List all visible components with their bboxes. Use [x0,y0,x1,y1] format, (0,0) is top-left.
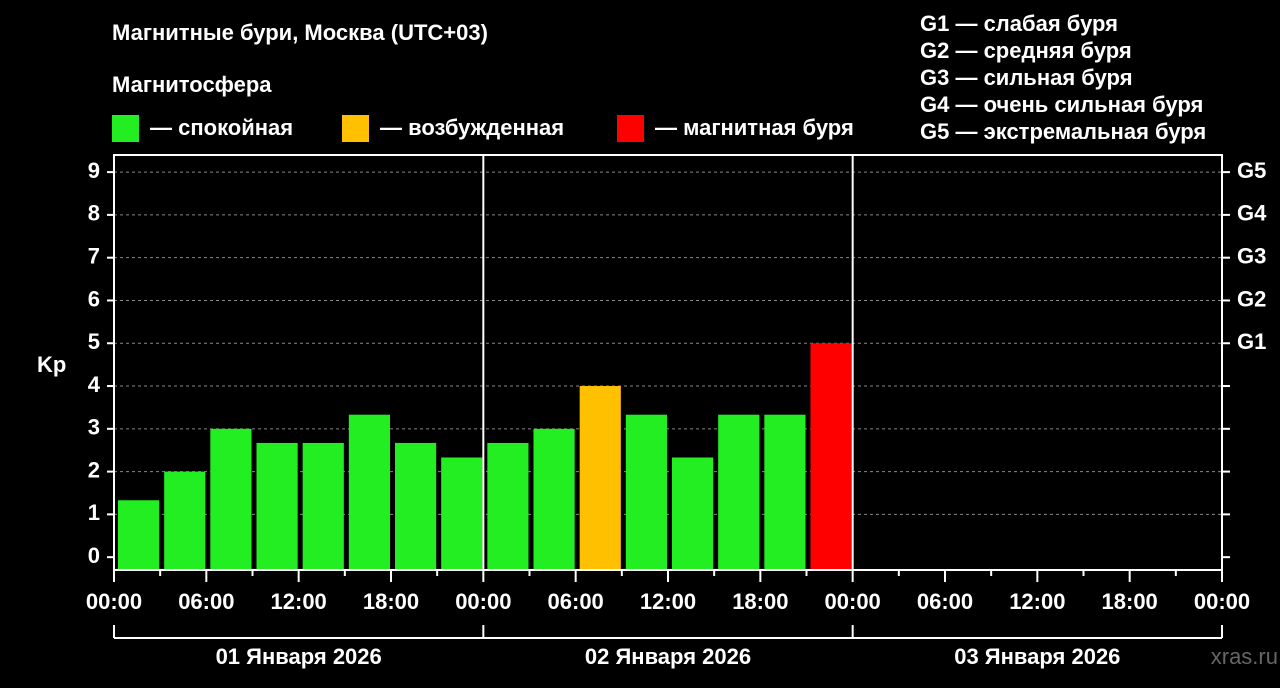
x-tick-label: 12:00 [1009,589,1065,614]
legend-label: — спокойная [150,115,293,140]
legend-label: — возбужденная [380,115,564,140]
x-tick-label: 06:00 [917,589,973,614]
x-tick-label: 12:00 [271,589,327,614]
x-tick-label: 06:00 [548,589,604,614]
bar [764,414,806,570]
y-tick-label: 4 [88,372,101,397]
y2-tick-label: G4 [1237,201,1267,226]
bar [533,428,575,570]
x-tick-label: 00:00 [825,589,881,614]
y2-tick-label: G3 [1237,243,1266,268]
day-label: 01 Января 2026 [216,644,382,669]
bar [625,414,667,570]
y-tick-label: 8 [88,201,100,226]
y-tick-label: 6 [88,286,100,311]
watermark: xras.ru [1211,644,1278,669]
bar [395,442,437,570]
bar [718,414,760,570]
bar [118,500,160,570]
chart-title: Магнитные бури, Москва (UTC+03) [112,20,488,45]
y-tick-label: 7 [88,243,100,268]
bar [302,442,344,570]
bar [579,386,621,570]
legend-label: — магнитная буря [655,115,854,140]
x-tick-label: 06:00 [178,589,234,614]
bar [441,457,483,570]
g-scale-note: G3 — сильная буря [920,65,1133,90]
x-tick-label: 00:00 [1194,589,1250,614]
y-tick-label: 3 [88,415,100,440]
y2-tick-label: G5 [1237,158,1266,183]
subtitle: Магнитосфера [112,72,272,97]
bar [348,414,390,570]
g-scale-note: G2 — средняя буря [920,38,1132,63]
y2-tick-label: G1 [1237,329,1266,354]
g-scale-note: G4 — очень сильная буря [920,92,1203,117]
g-scale-note: G5 — экстремальная буря [920,119,1206,144]
g-scale-note: G1 — слабая буря [920,11,1118,36]
x-tick-label: 00:00 [455,589,511,614]
x-tick-label: 00:00 [86,589,142,614]
y-tick-label: 0 [88,543,100,568]
x-tick-label: 12:00 [640,589,696,614]
bar [672,457,714,570]
y2-tick-label: G2 [1237,286,1266,311]
bar [164,471,206,570]
bar [810,343,852,570]
bar [256,442,298,570]
bar [487,442,529,570]
x-tick-label: 18:00 [363,589,419,614]
y-tick-label: 5 [88,329,100,354]
x-tick-label: 18:00 [1102,589,1158,614]
y-tick-label: 9 [88,158,100,183]
bar [210,428,252,570]
day-label: 03 Января 2026 [954,644,1120,669]
day-label: 02 Января 2026 [585,644,751,669]
x-tick-label: 18:00 [732,589,788,614]
y-tick-label: 1 [88,500,100,525]
y-tick-label: 2 [88,457,100,482]
legend-swatch [112,115,139,142]
legend-swatch [617,115,644,142]
y-axis-label: Kp [37,352,66,377]
legend-swatch [342,115,369,142]
